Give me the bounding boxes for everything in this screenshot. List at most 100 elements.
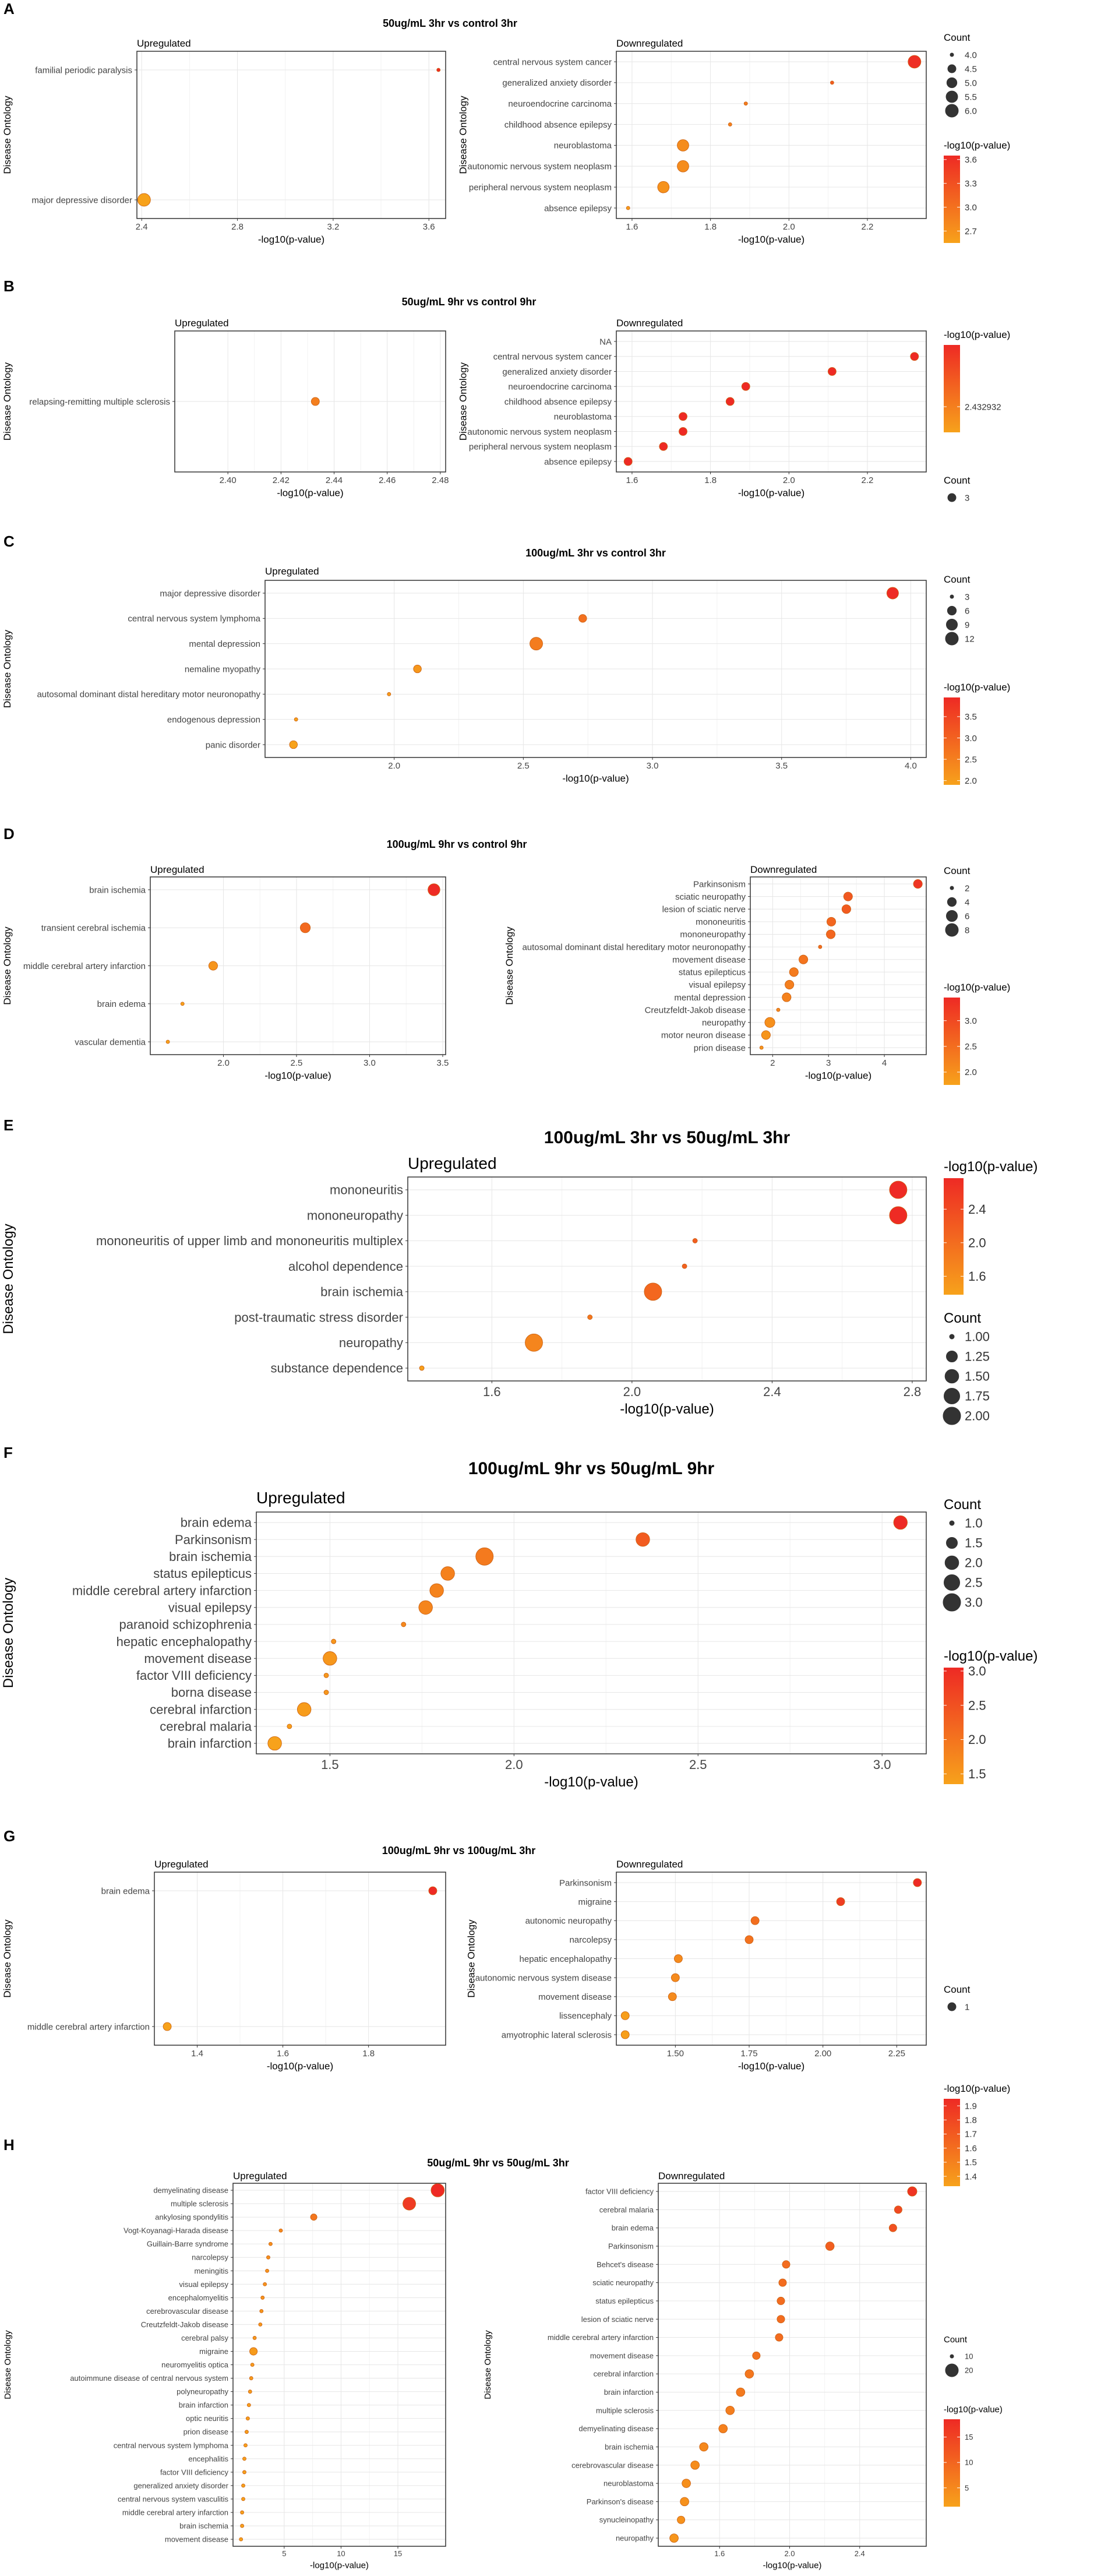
data-point: [743, 101, 748, 106]
x-tick-label: 2.46: [379, 475, 396, 485]
x-tick-label: 2.8: [231, 222, 244, 232]
data-point: [626, 206, 630, 210]
term-label: factor VIII deficiency: [160, 2468, 229, 2476]
count-legend-label: 12: [965, 634, 975, 644]
term-label: childhood absence epilepsy: [504, 120, 612, 130]
term-label: brain ischemia: [320, 1285, 404, 1299]
count-legend-label: 3.0: [965, 1595, 983, 1610]
color-legend-label: 2.0: [965, 1067, 977, 1077]
term-label: synucleinopathy: [599, 2515, 654, 2524]
x-tick-label: 1.50: [667, 2049, 684, 2059]
panel-title: 100ug/mL 3hr vs control 3hr: [525, 547, 666, 559]
x-tick-label: 3.6: [423, 222, 435, 232]
x-tick-label: 2.2: [862, 222, 874, 232]
panel-title: 100ug/mL 3hr vs 50ug/mL 3hr: [544, 1128, 791, 1147]
data-point: [778, 2278, 787, 2287]
term-label: vascular dementia: [75, 1037, 146, 1047]
data-point: [428, 883, 440, 896]
data-point: [818, 945, 823, 949]
term-label: optic neuritis: [186, 2414, 228, 2423]
count-legend-swatch: [943, 1407, 961, 1425]
subplot-title: Downregulated: [750, 864, 817, 875]
color-legend-label: 1.8: [965, 2116, 977, 2126]
data-point: [789, 967, 799, 977]
data-point: [250, 2363, 255, 2367]
term-label: multiple sclerosis: [596, 2406, 654, 2415]
color-legend-label: 15: [965, 2433, 973, 2441]
count-legend-swatch: [943, 1593, 961, 1612]
count-legend-label: 2.00: [965, 1409, 990, 1423]
data-point: [682, 1263, 687, 1269]
data-point: [310, 397, 320, 406]
data-point: [323, 1651, 337, 1666]
subplot-upregulated: Upregulated relapsing-remitting multiple …: [2, 318, 449, 499]
data-point: [893, 1515, 908, 1530]
color-legend-label: 1.5: [965, 2158, 977, 2168]
data-point: [323, 1672, 329, 1678]
data-point: [165, 1039, 170, 1044]
count-legend-title: Count: [944, 1310, 981, 1326]
color-legend-label: 2.4: [968, 1202, 986, 1217]
x-axis-title: -log10(p-value): [805, 1070, 871, 1081]
term-label: transient cerebral ischemia: [41, 924, 146, 933]
term-label: hepatic encephalopathy: [117, 1634, 252, 1649]
count-legend-title: Count: [944, 475, 971, 486]
panel-title: 50ug/mL 9hr vs 50ug/mL 3hr: [427, 2157, 569, 2169]
y-axis-title: Disease Ontology: [2, 362, 13, 441]
count-legend-label: 6: [965, 606, 969, 616]
term-label: central nervous system lymphoma: [114, 2441, 229, 2450]
count-legend-swatch: [945, 923, 959, 937]
color-legend-label: 2.0: [965, 776, 977, 786]
term-label: substance dependence: [270, 1361, 403, 1376]
term-label: demyelinating disease: [578, 2425, 654, 2433]
term-label: lesion of sciatic nerve: [581, 2315, 654, 2324]
x-tick-label: 1.4: [191, 2049, 203, 2059]
data-point: [777, 2315, 785, 2324]
data-point: [777, 2296, 785, 2305]
data-point: [263, 2282, 267, 2286]
term-label: neuromyelitis optica: [161, 2360, 229, 2369]
data-point: [669, 2533, 679, 2543]
data-point: [208, 961, 218, 971]
term-label: middle cerebral artery infarction: [72, 1583, 252, 1598]
data-point: [752, 2351, 761, 2360]
subplot-title: Upregulated: [408, 1154, 497, 1172]
data-point: [759, 1045, 764, 1050]
count-legend-swatch: [945, 910, 958, 922]
term-label: endogenous depression: [167, 715, 260, 725]
term-label: status epilepticus: [679, 968, 746, 978]
x-tick-label: 1.6: [626, 475, 638, 485]
data-point: [294, 717, 298, 722]
panel-title: 50ug/mL 3hr vs control 3hr: [383, 17, 517, 29]
data-point: [163, 2022, 172, 2031]
data-point: [245, 2416, 250, 2421]
count-legend-label: 1.50: [965, 1369, 990, 1384]
data-point: [239, 2537, 244, 2542]
term-label: brain infarction: [179, 2401, 228, 2409]
count-legend-label: 1.5: [965, 1536, 983, 1550]
color-legend-title: -log10(p-value): [944, 329, 1010, 340]
term-label: movement disease: [538, 1992, 612, 2002]
x-tick-label: 2.0: [388, 761, 400, 771]
x-tick-label: 3: [826, 1058, 831, 1068]
count-legend-label: 1.75: [965, 1389, 990, 1404]
data-point: [636, 1532, 650, 1547]
term-label: middle cerebral artery infarction: [27, 2022, 150, 2032]
data-point: [403, 2197, 416, 2211]
subplot-upregulated: Upregulated brain edema middle cerebral ar…: [2, 1859, 446, 2072]
data-point: [677, 160, 689, 172]
term-label: sciatic neuropathy: [592, 2278, 654, 2287]
term-label: movement disease: [165, 2535, 228, 2544]
term-label: cerebral malaria: [160, 1719, 252, 1734]
data-point: [249, 2376, 253, 2380]
color-legend-title: -log10(p-value): [944, 1159, 1038, 1175]
color-legend-bar: [944, 156, 960, 243]
count-legend-swatch: [944, 1555, 959, 1570]
count-legend-label: 3: [965, 493, 969, 503]
data-point: [266, 2255, 270, 2260]
data-point: [267, 1736, 282, 1751]
term-label: status epilepticus: [595, 2296, 654, 2305]
data-point: [659, 442, 668, 451]
term-label: paranoid schizophrenia: [119, 1618, 252, 1632]
term-label: mental depression: [189, 639, 260, 649]
